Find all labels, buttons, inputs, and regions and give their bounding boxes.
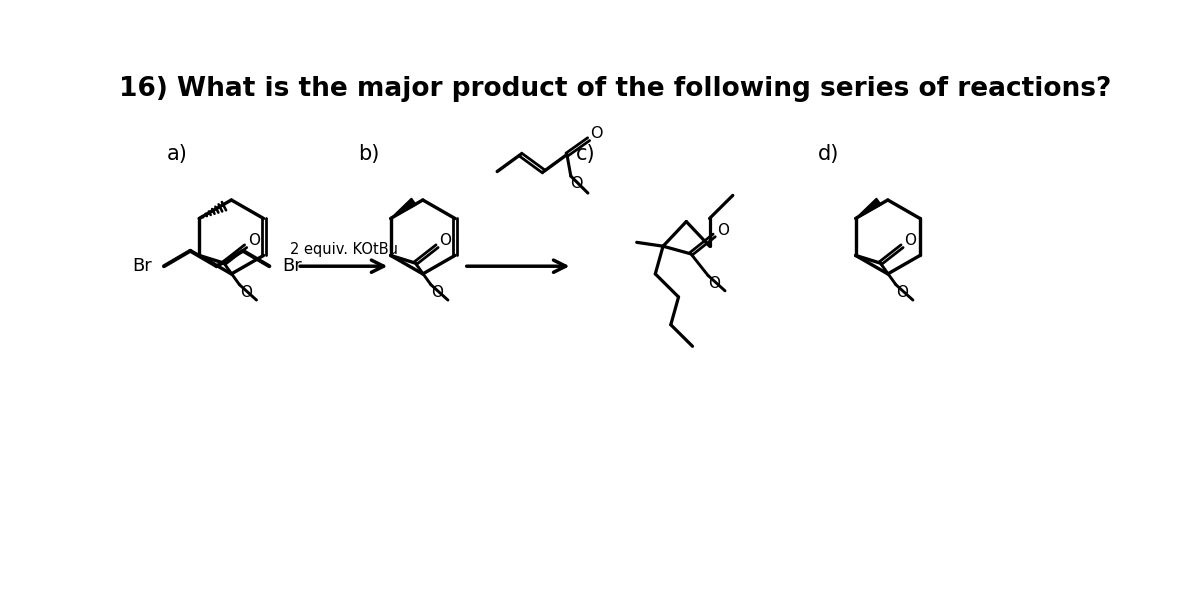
- Text: O: O: [590, 126, 602, 140]
- Text: Br: Br: [132, 257, 151, 275]
- Text: O: O: [905, 233, 917, 248]
- Text: O: O: [896, 285, 908, 300]
- Text: O: O: [716, 223, 728, 237]
- Text: 16) What is the major product of the following series of reactions?: 16) What is the major product of the fol…: [119, 76, 1111, 102]
- Text: c): c): [576, 144, 596, 164]
- Text: O: O: [431, 285, 443, 300]
- Text: Br: Br: [282, 257, 301, 275]
- Text: a): a): [167, 144, 188, 164]
- Polygon shape: [390, 198, 416, 218]
- Polygon shape: [856, 198, 881, 218]
- Text: O: O: [240, 285, 252, 300]
- Text: 2 equiv. KOtBu: 2 equiv. KOtBu: [289, 242, 397, 257]
- Text: O: O: [570, 176, 582, 190]
- Text: O: O: [439, 233, 451, 248]
- Text: O: O: [248, 233, 260, 248]
- Text: d): d): [818, 144, 840, 164]
- Text: O: O: [708, 275, 720, 290]
- Text: b): b): [358, 144, 379, 164]
